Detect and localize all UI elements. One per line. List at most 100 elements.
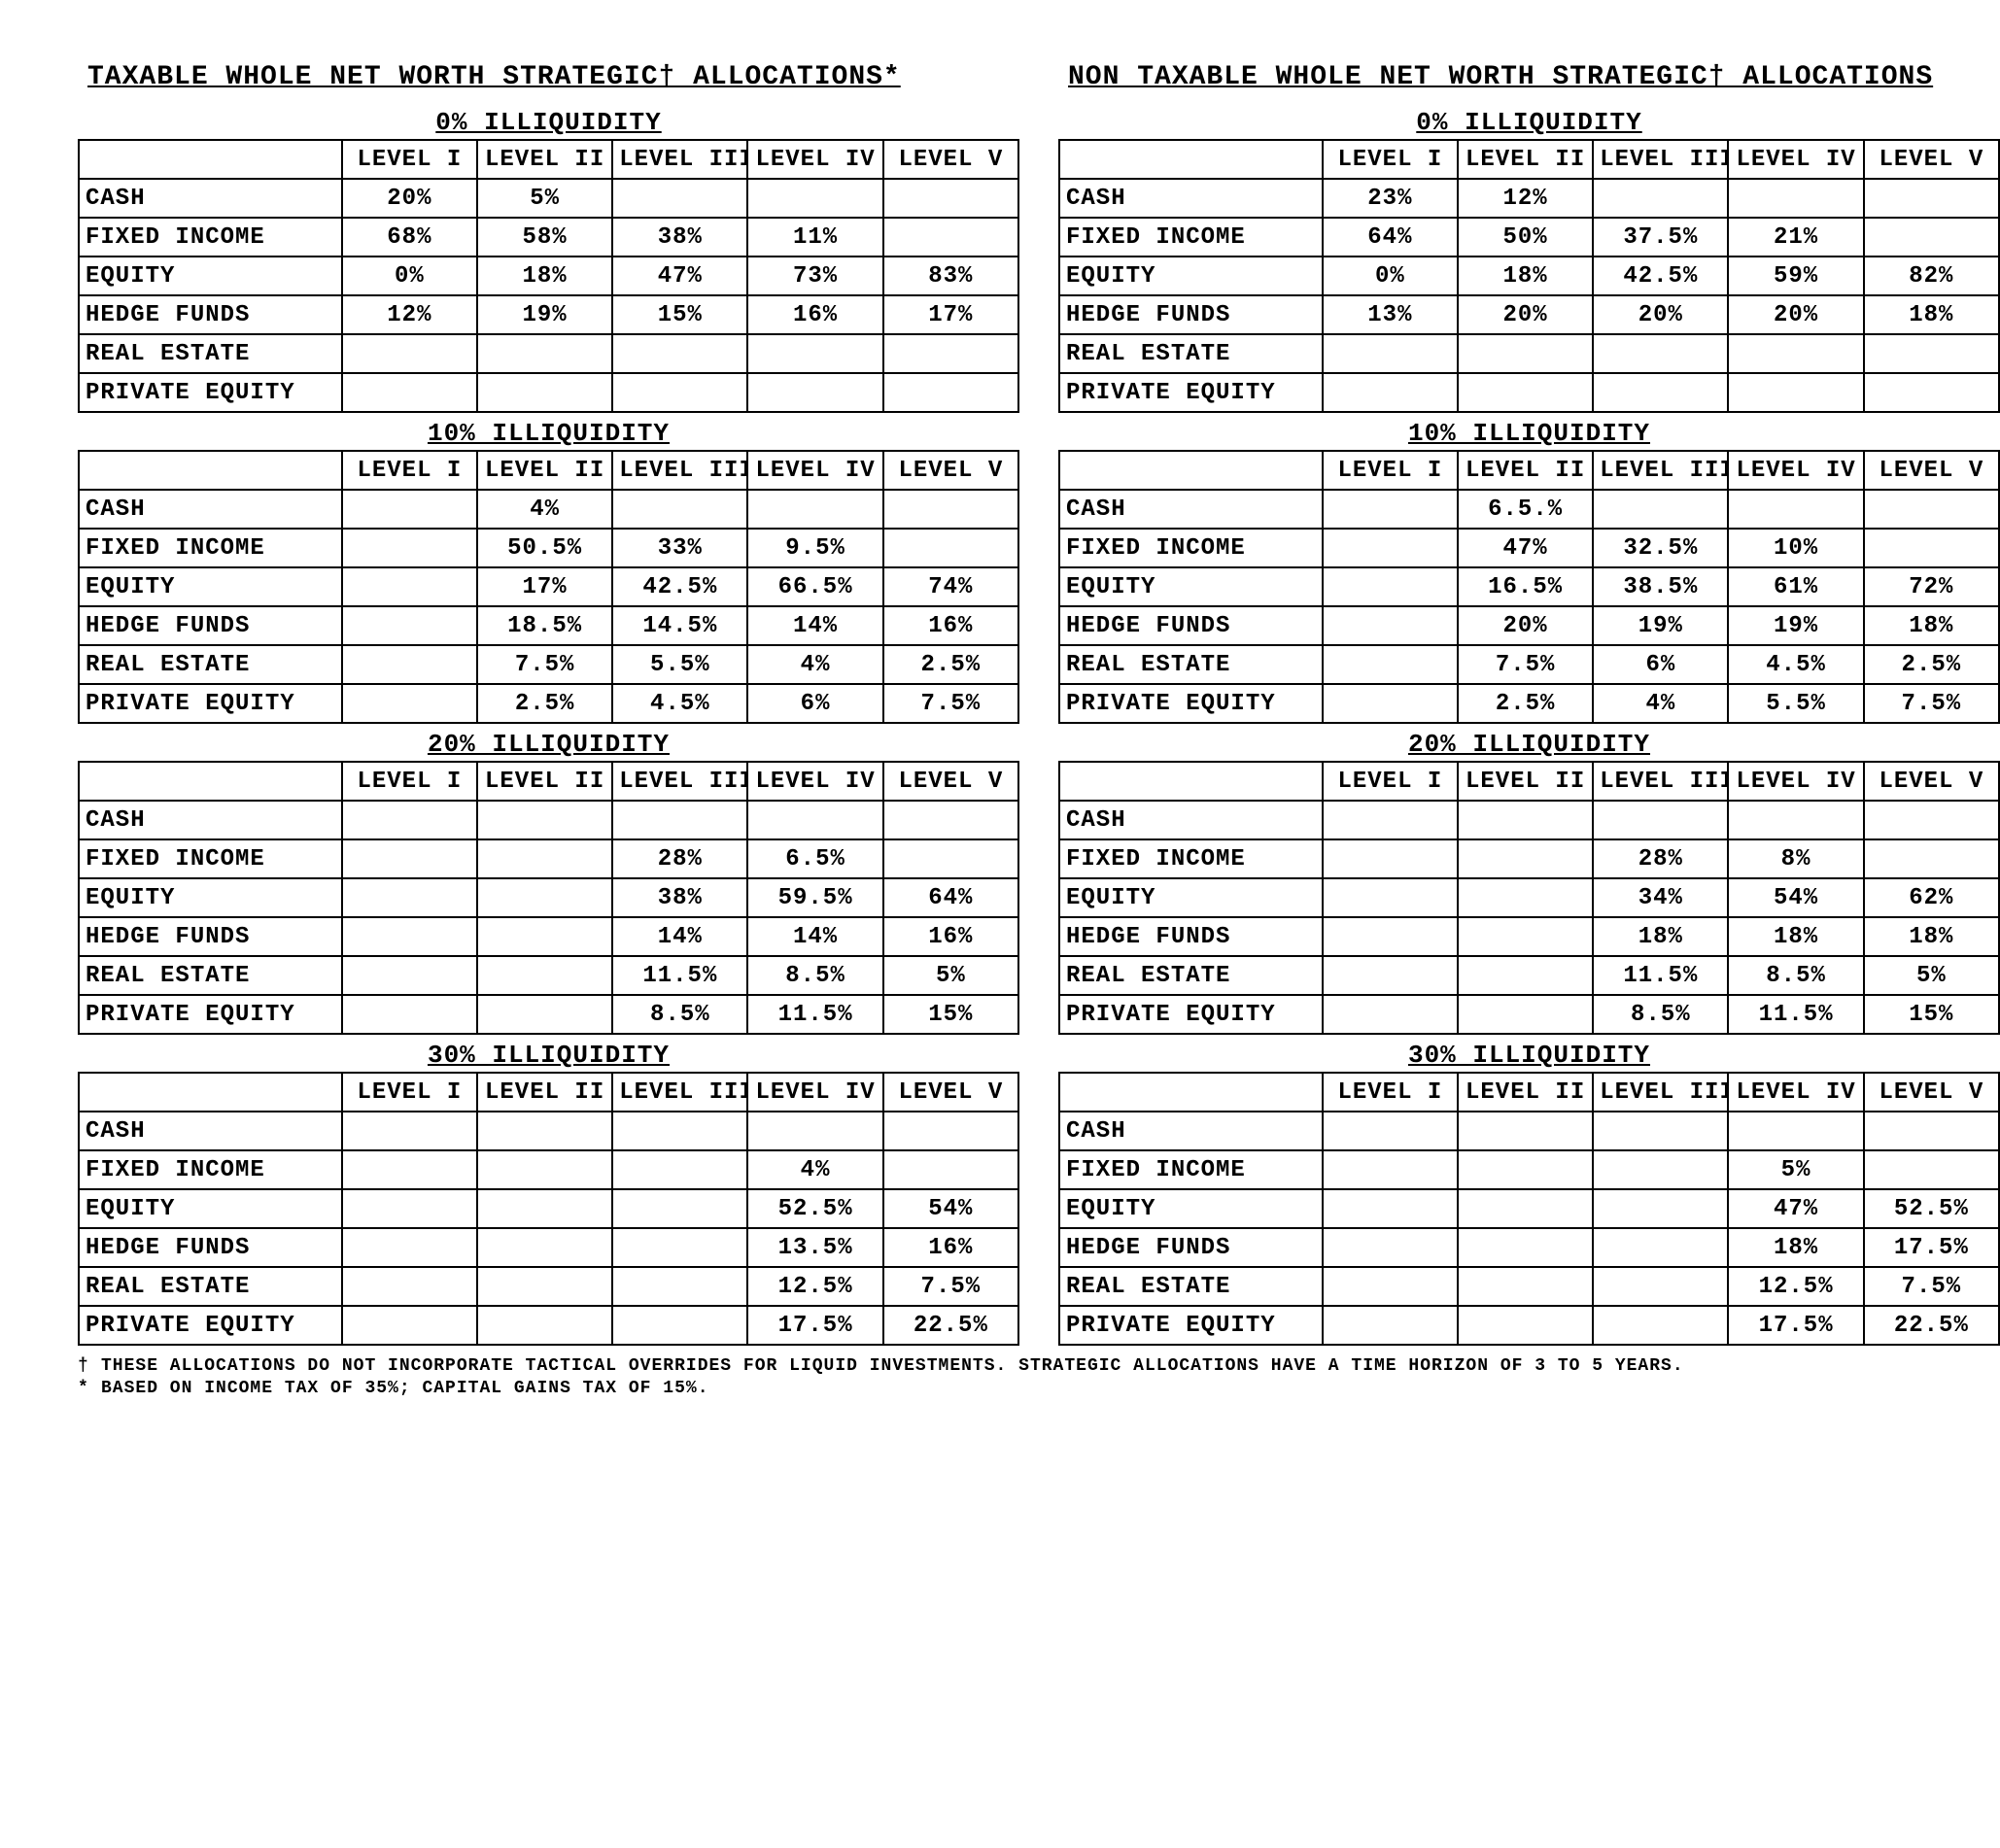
- cell: 2.5%: [1864, 645, 1999, 684]
- title-right: NON TAXABLE WHOLE NET WORTH STRATEGIC† A…: [1058, 58, 2000, 102]
- cell: 18%: [1593, 917, 1728, 956]
- section-title: 10% ILLIQUIDITY: [1058, 419, 2000, 448]
- cell: [1728, 334, 1863, 373]
- col-header: LEVEL II: [1458, 140, 1593, 179]
- row-label: REAL ESTATE: [79, 956, 342, 995]
- cell: [342, 334, 477, 373]
- col-header: LEVEL IV: [1728, 140, 1863, 179]
- cell: [342, 373, 477, 412]
- table-row: FIXED INCOME4%: [79, 1150, 1018, 1189]
- table-row: HEDGE FUNDS18%17.5%: [1059, 1228, 1999, 1267]
- row-label: REAL ESTATE: [79, 334, 342, 373]
- cell: [1323, 1267, 1458, 1306]
- cell: 9.5%: [747, 529, 882, 567]
- table-row: CASH: [1059, 1112, 1999, 1150]
- cell: 82%: [1864, 257, 1999, 295]
- section-title: 30% ILLIQUIDITY: [78, 1041, 1019, 1070]
- cell: [1593, 801, 1728, 839]
- cell: 61%: [1728, 567, 1863, 606]
- section-title: 20% ILLIQUIDITY: [1058, 730, 2000, 759]
- cell: [1323, 1306, 1458, 1345]
- row-label: REAL ESTATE: [1059, 956, 1323, 995]
- table-row: REAL ESTATE7.5%6%4.5%2.5%: [1059, 645, 1999, 684]
- footnote-star: BASED ON INCOME TAX OF 35%; CAPITAL GAIN…: [101, 1378, 709, 1400]
- row-label: HEDGE FUNDS: [1059, 1228, 1323, 1267]
- col-header: LEVEL III: [612, 451, 747, 490]
- cell: 32.5%: [1593, 529, 1728, 567]
- cell: [747, 334, 882, 373]
- row-label: CASH: [1059, 1112, 1323, 1150]
- cell: [612, 1228, 747, 1267]
- cell: [1323, 645, 1458, 684]
- cell: 15%: [1864, 995, 1999, 1034]
- cell: 13%: [1323, 295, 1458, 334]
- cell: 54%: [883, 1189, 1018, 1228]
- cell: [1864, 1150, 1999, 1189]
- cell: 74%: [883, 567, 1018, 606]
- cell: [477, 1112, 612, 1150]
- cell: [883, 1150, 1018, 1189]
- row-label: FIXED INCOME: [79, 1150, 342, 1189]
- row-label: CASH: [79, 490, 342, 529]
- row-label: PRIVATE EQUITY: [79, 995, 342, 1034]
- cell: [747, 373, 882, 412]
- footnote-dagger: THESE ALLOCATIONS DO NOT INCORPORATE TAC…: [101, 1355, 1684, 1378]
- col-header: LEVEL V: [883, 451, 1018, 490]
- cell: [747, 490, 882, 529]
- row-label: HEDGE FUNDS: [79, 606, 342, 645]
- table-row: REAL ESTATE7.5%5.5%4%2.5%: [79, 645, 1018, 684]
- cell: [1458, 878, 1593, 917]
- row-label: CASH: [79, 179, 342, 218]
- table-row: FIXED INCOME28%6.5%: [79, 839, 1018, 878]
- cell: [1593, 1228, 1728, 1267]
- row-label: EQUITY: [1059, 878, 1323, 917]
- table-row: EQUITY16.5%38.5%61%72%: [1059, 567, 1999, 606]
- cell: 12%: [342, 295, 477, 334]
- cell: 28%: [612, 839, 747, 878]
- cell: [1864, 529, 1999, 567]
- table-row: CASH6.5.%: [1059, 490, 1999, 529]
- cell: [883, 839, 1018, 878]
- row-label: PRIVATE EQUITY: [79, 684, 342, 723]
- cell: [1593, 490, 1728, 529]
- cell: 8.5%: [612, 995, 747, 1034]
- table-row: PRIVATE EQUITY2.5%4.5%6%7.5%: [79, 684, 1018, 723]
- col-header: LEVEL IV: [747, 1073, 882, 1112]
- table-row: REAL ESTATE: [79, 334, 1018, 373]
- cell: [342, 1228, 477, 1267]
- cell: [477, 917, 612, 956]
- cell: [477, 373, 612, 412]
- title-left: TAXABLE WHOLE NET WORTH STRATEGIC† ALLOC…: [78, 58, 1019, 102]
- col-header: LEVEL IV: [747, 140, 882, 179]
- cell: 50%: [1458, 218, 1593, 257]
- section-title: 0% ILLIQUIDITY: [1058, 108, 2000, 137]
- table-row: FIXED INCOME68%58%38%11%: [79, 218, 1018, 257]
- cell: [342, 1150, 477, 1189]
- cell: [342, 1112, 477, 1150]
- cell: [1728, 179, 1863, 218]
- col-header: LEVEL IV: [747, 762, 882, 801]
- cell: [1458, 373, 1593, 412]
- cell: 11%: [747, 218, 882, 257]
- cell: [1458, 334, 1593, 373]
- cell: 50.5%: [477, 529, 612, 567]
- cell: [1323, 1189, 1458, 1228]
- cell: [612, 1112, 747, 1150]
- col-header: LEVEL II: [1458, 451, 1593, 490]
- cell: [1323, 567, 1458, 606]
- cell: 18.5%: [477, 606, 612, 645]
- col-header: LEVEL V: [883, 140, 1018, 179]
- cell: [1323, 801, 1458, 839]
- row-label: FIXED INCOME: [79, 839, 342, 878]
- row-label: REAL ESTATE: [1059, 645, 1323, 684]
- cell: 8.5%: [1593, 995, 1728, 1034]
- cell: [342, 529, 477, 567]
- row-label: FIXED INCOME: [1059, 218, 1323, 257]
- cell: [477, 839, 612, 878]
- col-header: LEVEL II: [1458, 762, 1593, 801]
- cell: 12%: [1458, 179, 1593, 218]
- cell: 73%: [747, 257, 882, 295]
- table-row: HEDGE FUNDS18.5%14.5%14%16%: [79, 606, 1018, 645]
- table-row: PRIVATE EQUITY17.5%22.5%: [1059, 1306, 1999, 1345]
- cell: [1864, 373, 1999, 412]
